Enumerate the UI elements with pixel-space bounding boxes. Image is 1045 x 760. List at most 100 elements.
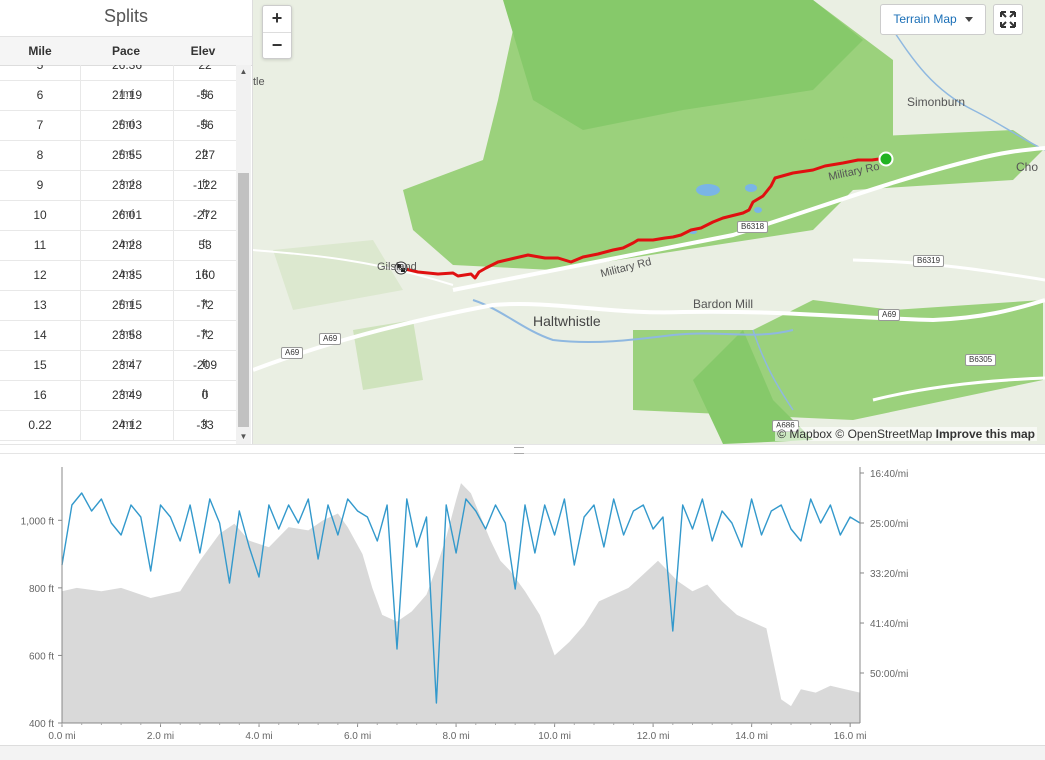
split-row[interactable]: 15 23:47 /mi -209 ft: [0, 351, 236, 400]
elev-unit: ft: [201, 328, 209, 340]
road-military-rd: [452, 146, 1045, 292]
map-type-dropdown[interactable]: Terrain Map: [880, 4, 986, 35]
splits-scrollbar[interactable]: ▲ ▼: [236, 65, 251, 444]
map-attribution: © Mapbox © OpenStreetMap Improve this ma…: [775, 427, 1037, 441]
split-pace: 24:35 /mi: [81, 261, 174, 310]
pace-unit: /mi: [119, 118, 135, 130]
split-elev-value: 22: [198, 65, 212, 72]
panel-resize-handle[interactable]: [0, 444, 1045, 454]
x-tick-label: 14.0 mi: [735, 731, 768, 742]
pace-unit: /mi: [119, 268, 135, 280]
split-mile: 16: [0, 381, 81, 410]
y-right-tick-label: 33:20/mi: [870, 569, 908, 580]
split-elev-value: -72: [196, 298, 214, 312]
x-tick-label: 8.0 mi: [442, 731, 469, 742]
column-header-mile[interactable]: Mile: [28, 44, 52, 58]
fullscreen-icon: [1000, 11, 1016, 28]
elevation-pace-chart[interactable]: 0.0 mi 2.0 mi 4.0 mi 6.0 mi 8.0 mi 10.0 mi 12.…: [0, 455, 1045, 745]
y-left-tick-label: 600 ft: [29, 651, 54, 662]
attribution-osm-link[interactable]: © OpenStreetMap: [835, 427, 933, 441]
y-left-tick-label: 800 ft: [29, 584, 54, 595]
split-pace: 26:01 /mi: [81, 201, 174, 250]
split-row[interactable]: 5 26:36 /mi 22 ft: [0, 65, 236, 100]
split-mile: 13: [0, 291, 81, 320]
split-elev: 0 ft: [174, 381, 236, 430]
split-row[interactable]: 6 21:19 /mi -56 ft: [0, 81, 236, 130]
zoom-in-button[interactable]: +: [263, 6, 291, 33]
split-pace-value: 26:36: [111, 65, 143, 72]
elevation-area: [62, 483, 860, 723]
split-pace-value: 23:58: [111, 328, 143, 342]
split-row[interactable]: 11 24:28 /mi 53 ft: [0, 231, 236, 280]
caret-down-icon: [964, 17, 973, 23]
y-left-tick-label: 400 ft: [29, 719, 54, 730]
split-pace: 26:36 /mi: [81, 65, 174, 100]
split-pace: 23:49 /mi: [81, 381, 174, 430]
elev-unit: ft: [201, 118, 209, 130]
column-header-elev[interactable]: Elev: [190, 44, 216, 58]
split-pace-value: 25:55: [111, 148, 143, 162]
split-row[interactable]: 9 23:28 /mi -122 ft: [0, 171, 236, 220]
split-mile: 7: [0, 111, 81, 140]
x-tick-label: 2.0 mi: [147, 731, 174, 742]
elev-unit: ft: [201, 268, 209, 280]
split-pace: 23:58 /mi: [81, 321, 174, 370]
split-elev: 227 ft: [174, 141, 236, 190]
elev-unit: ft: [201, 178, 209, 190]
fullscreen-button[interactable]: [993, 4, 1023, 35]
split-pace-value: 21:19: [111, 88, 143, 102]
split-mile: 11: [0, 231, 81, 260]
scrollbar-thumb[interactable]: [238, 173, 249, 427]
attribution-mapbox-link[interactable]: © Mapbox: [777, 427, 833, 441]
splits-title: Splits: [103, 6, 148, 26]
split-row[interactable]: 13 25:15 /mi -72 ft: [0, 291, 236, 340]
pace-unit: /mi: [119, 388, 135, 400]
splits-table-body[interactable]: 5 26:36 /mi 22 ft 6 21:19 /mi -56 ft 7 25:03 /m…: [0, 65, 236, 444]
split-pace-value: 25:15: [111, 298, 143, 312]
map-label-bardon-mill: Bardon Mill: [693, 297, 754, 311]
elev-unit: ft: [201, 238, 209, 250]
map-label-simonburn: Simonburn: [907, 95, 966, 109]
split-elev: -72 ft: [174, 291, 236, 340]
split-elev: -33 ft: [174, 411, 236, 440]
split-pace-value: 24:35: [111, 268, 143, 282]
split-elev: -122 ft: [174, 171, 236, 220]
split-elev-value: -56: [196, 88, 214, 102]
pace-unit: /mi: [119, 238, 135, 250]
split-pace: 25:15 /mi: [81, 291, 174, 340]
elev-unit: ft: [201, 418, 209, 430]
lake: [696, 184, 720, 196]
map-canvas: [253, 0, 1045, 444]
split-row[interactable]: 10 26:01 /mi -272 ft: [0, 201, 236, 250]
column-header-pace[interactable]: Pace: [111, 44, 141, 58]
split-row[interactable]: 14 23:58 /mi -72 ft: [0, 321, 236, 370]
scroll-down-arrow-icon[interactable]: ▼: [239, 432, 248, 441]
split-elev-value: 160: [194, 268, 216, 282]
grip-icon: [514, 447, 524, 454]
split-row[interactable]: 7 25:03 /mi -56 ft: [0, 111, 236, 160]
map-label-cho: Cho: [1016, 160, 1039, 174]
scroll-up-arrow-icon[interactable]: ▲: [239, 67, 248, 76]
split-elev-value: 53: [198, 238, 212, 252]
split-pace-value: 23:28: [111, 178, 143, 192]
route-map[interactable]: Haltwhistle Bardon Mill Simonburn Gilsla…: [253, 0, 1045, 444]
split-elev-value: -33: [196, 418, 214, 432]
split-mile: 10: [0, 201, 81, 230]
split-elev-value: -56: [196, 118, 214, 132]
zoom-out-button[interactable]: −: [271, 35, 283, 55]
road-a69: [253, 298, 1045, 372]
split-pace: 25:55 /mi: [81, 141, 174, 190]
elev-unit: ft: [201, 298, 209, 310]
split-row[interactable]: 16 23:49 /mi 0 ft: [0, 381, 236, 430]
map-label-gilsland: Gilsland: [377, 261, 417, 273]
split-row[interactable]: 12 24:35 /mi 160 ft: [0, 261, 236, 310]
pace-unit: /mi: [119, 328, 135, 340]
split-row[interactable]: 8 25:55 /mi 227 ft: [0, 141, 236, 190]
improve-map-link[interactable]: Improve this map: [935, 427, 1035, 441]
pace-unit: /mi: [119, 418, 135, 430]
map-label-haltwhistle: Haltwhistle: [533, 313, 601, 329]
split-mile: 9: [0, 171, 81, 200]
woods-south: [693, 330, 813, 444]
x-tick-label: 12.0 mi: [637, 731, 670, 742]
